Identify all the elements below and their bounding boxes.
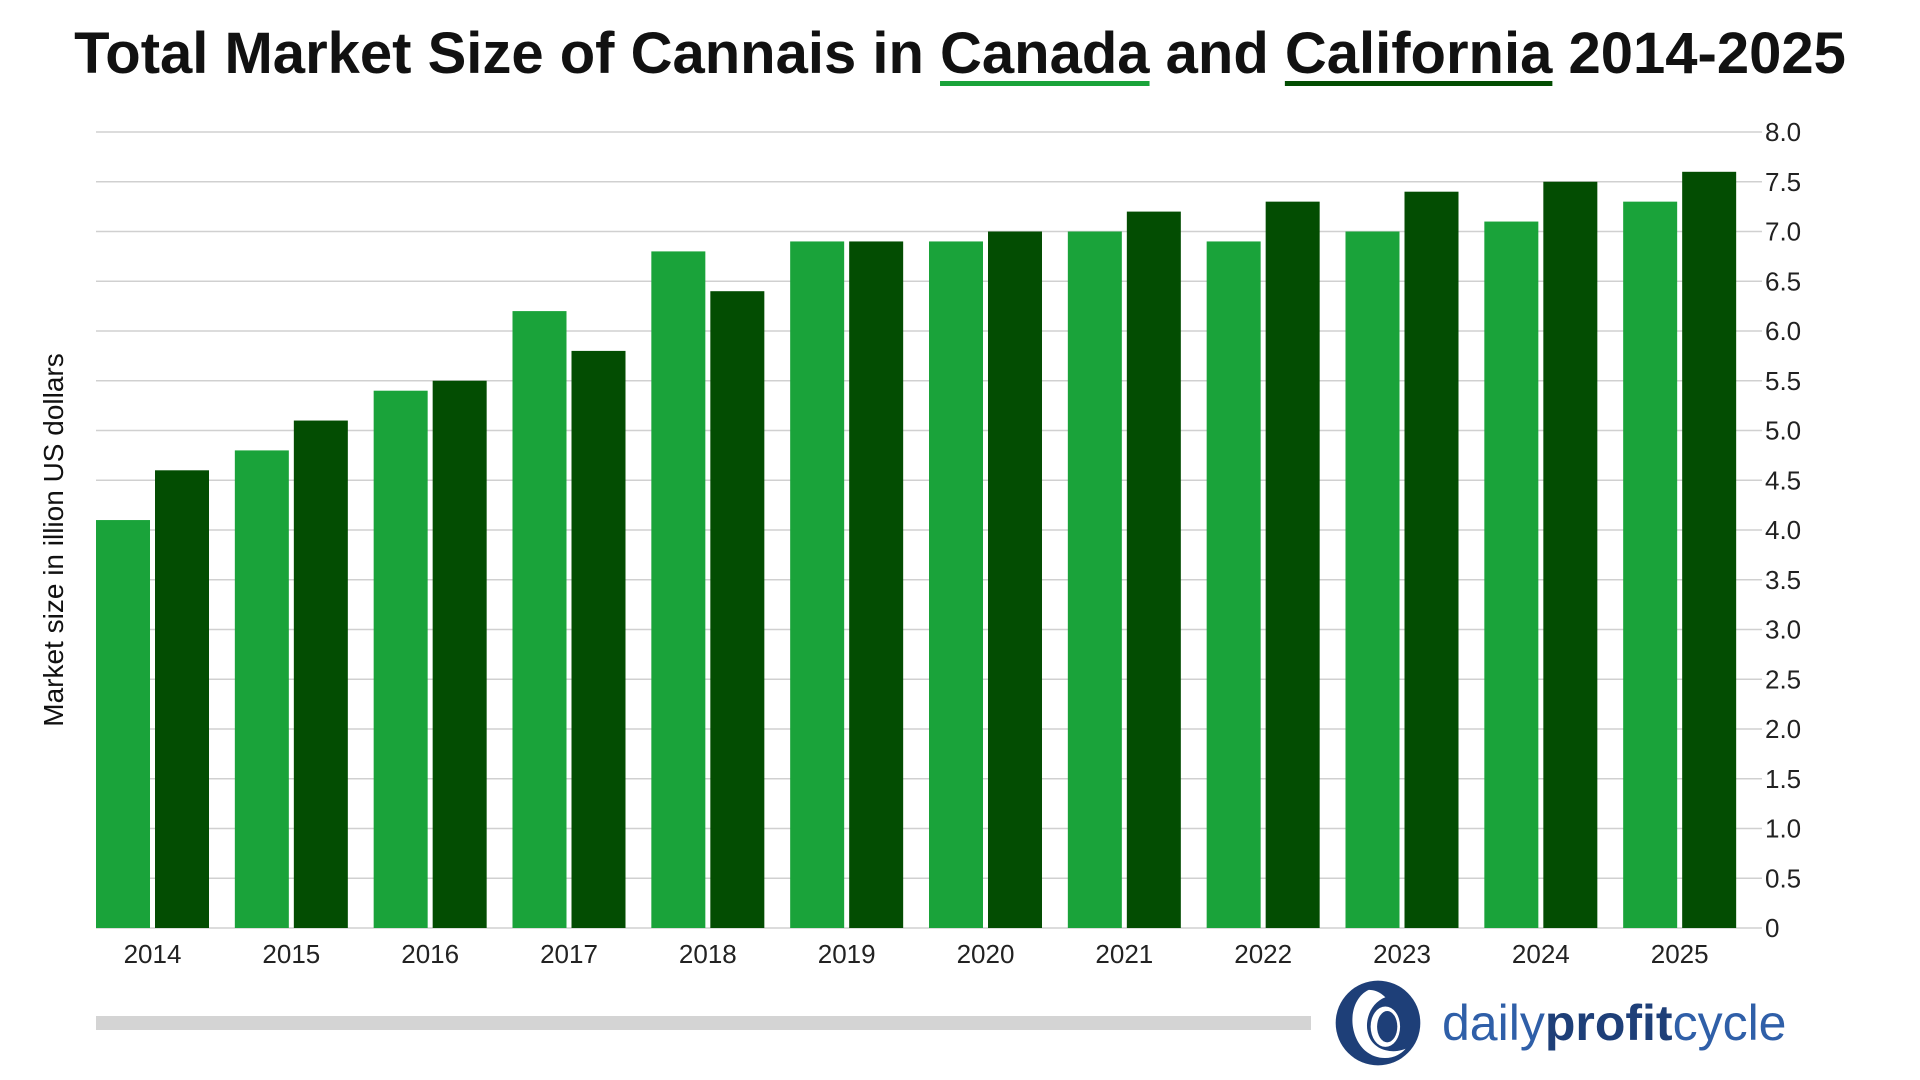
bar-canada-2020	[929, 241, 983, 928]
y-tick-label: 7.5	[1765, 167, 1801, 197]
bar-california-2021	[1126, 211, 1181, 929]
x-tick-label: 2025	[1651, 939, 1709, 969]
y-tick-label: 0	[1765, 913, 1779, 943]
bar-california-2019	[849, 241, 904, 928]
bar-canada-2015	[234, 450, 289, 928]
bar-california-2017	[571, 350, 626, 928]
y-tick-label: 6.0	[1765, 316, 1801, 346]
y-tick-label: 2.0	[1765, 714, 1801, 744]
bar-canada-2017	[512, 311, 567, 929]
y-tick-label: 4.5	[1765, 465, 1801, 495]
y-tick-label: 4.0	[1765, 515, 1801, 545]
brand-part-cycle: cycle	[1672, 995, 1787, 1051]
brand: dailyprofitcycle	[1332, 978, 1787, 1068]
y-tick-label: 1.0	[1765, 814, 1801, 844]
bar-canada-2018	[651, 251, 706, 928]
bar-california-2015	[293, 420, 348, 928]
y-axis-label: Market size in illion US dollars	[38, 353, 69, 726]
bars	[96, 171, 1737, 929]
brand-part-profit: profit	[1544, 995, 1673, 1051]
bar-california-2023	[1404, 191, 1459, 928]
y-tick-label: 2.5	[1765, 664, 1801, 694]
bar-california-2024	[1543, 181, 1598, 928]
title-after: 2014-2025	[1552, 21, 1846, 86]
circle-swoosh-logo-icon	[1335, 980, 1421, 1066]
x-tick-label: 2023	[1373, 939, 1431, 969]
brand-name: dailyprofitcycle	[1442, 994, 1787, 1052]
bar-canada-2022	[1206, 241, 1261, 928]
bar-canada-2014	[96, 520, 150, 928]
bar-california-2025	[1682, 171, 1737, 929]
y-tick-label: 3.5	[1765, 565, 1801, 595]
title-middle: and	[1149, 21, 1285, 86]
y-tick-label: 0.5	[1765, 863, 1801, 893]
y-tick-label: 1.5	[1765, 764, 1801, 794]
bar-canada-2016	[373, 390, 428, 928]
x-tick-label: 2024	[1512, 939, 1570, 969]
x-tick-label: 2017	[540, 939, 598, 969]
x-tick-label: 2015	[262, 939, 320, 969]
brand-part-daily: daily	[1442, 995, 1545, 1051]
title-before: Total Market Size of Cannais in	[74, 21, 941, 86]
x-tick-label: 2016	[401, 939, 459, 969]
x-tick-label: 2020	[957, 939, 1015, 969]
y-tick-labels: 0 0.5 1.0 1.5 2.0 2.5 3.0 3.5 4.0 4.5 5.0 5.5 6.0 6.5…	[1765, 117, 1801, 943]
bar-canada-2025	[1623, 201, 1678, 928]
y-tick-label: 8.0	[1765, 117, 1801, 147]
bar-canada-2019	[790, 241, 845, 928]
bar-california-2018	[710, 291, 765, 928]
y-tick-label: 7.0	[1765, 217, 1801, 247]
x-tick-label: 2019	[818, 939, 876, 969]
x-tick-label: 2022	[1234, 939, 1292, 969]
x-tick-label: 2021	[1095, 939, 1153, 969]
title-canada: Canada	[940, 21, 1150, 86]
bar-california-2022	[1265, 201, 1320, 928]
bar-california-2020	[988, 231, 1042, 928]
x-tick-label: 2018	[679, 939, 737, 969]
title-california: California	[1284, 21, 1553, 86]
bar-canada-2023	[1345, 231, 1400, 928]
bar-canada-2024	[1484, 221, 1539, 929]
footer-divider	[96, 1016, 1311, 1030]
y-tick-label: 5.0	[1765, 416, 1801, 446]
y-tick-label: 3.0	[1765, 615, 1801, 645]
y-tick-label: 5.5	[1765, 366, 1801, 396]
y-tick-label: 6.5	[1765, 266, 1801, 296]
chart-title: Total Market Size of Cannais in Canada a…	[0, 20, 1920, 87]
x-tick-labels: 2014 2015 2016 2017 2018 2019 2020 2021 2022 2023…	[124, 939, 1709, 969]
bar-california-2016	[432, 380, 487, 928]
x-tick-label: 2014	[124, 939, 182, 969]
bar-canada-2021	[1067, 231, 1122, 928]
bar-california-2014	[155, 470, 209, 928]
